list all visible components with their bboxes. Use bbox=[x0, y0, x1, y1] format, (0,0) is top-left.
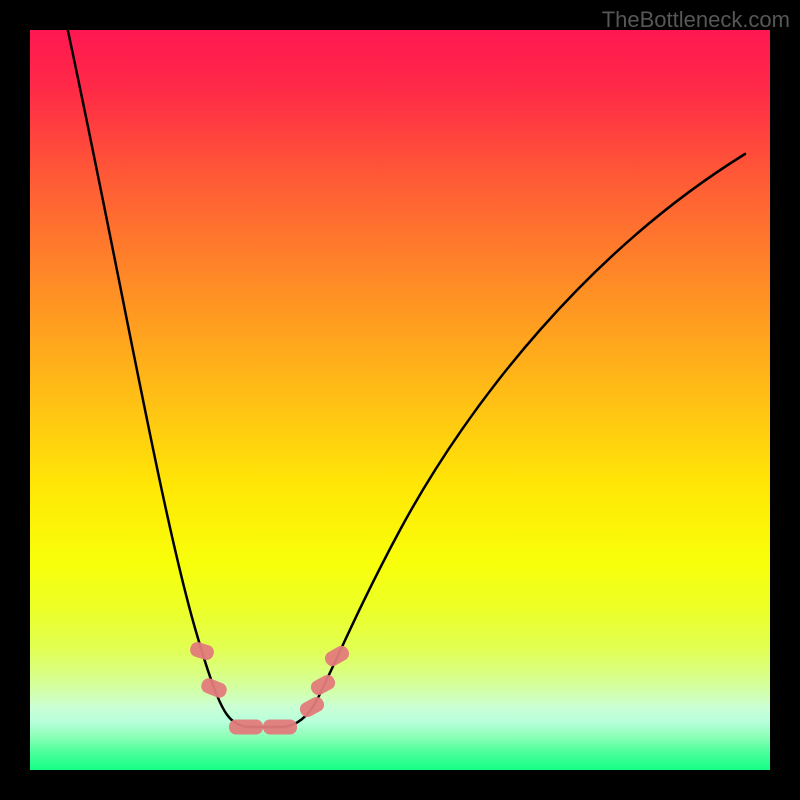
watermark-text: TheBottleneck.com bbox=[602, 7, 790, 32]
curve-marker bbox=[263, 720, 297, 735]
bottleneck-chart-card: TheBottleneck.com bbox=[0, 0, 800, 800]
chart-canvas: TheBottleneck.com bbox=[0, 0, 800, 800]
gradient-background bbox=[30, 30, 770, 770]
curve-marker bbox=[229, 720, 263, 735]
